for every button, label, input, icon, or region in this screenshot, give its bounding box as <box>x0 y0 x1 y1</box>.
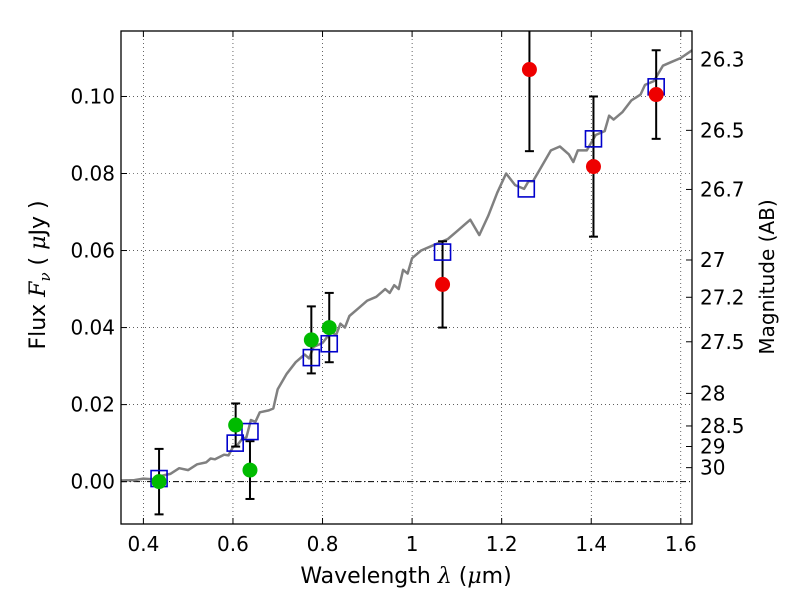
red-photometry-marker-3 <box>648 87 664 103</box>
y2-tick-label-5: 27.5 <box>700 330 745 354</box>
model-bandpass-marker-3 <box>302 348 321 367</box>
y-axis-label: Flux Fν ( μJy ) <box>26 200 54 349</box>
green-photometry-marker-1 <box>228 417 244 433</box>
x-tick-label-4: 1.2 <box>486 532 518 556</box>
red-photometry-marker-1 <box>521 62 537 78</box>
y-axis-label-symbol: F <box>26 281 51 298</box>
x-axis-label-unit-open: ( <box>452 564 468 589</box>
red-photometry-marker-0 <box>435 276 451 292</box>
plot-frame <box>120 30 693 525</box>
y2-tick-label-8: 29 <box>700 435 725 459</box>
x-axis-label: Wavelength λ (μm) <box>300 564 511 589</box>
y-axis-label-subscript: ν <box>36 272 54 281</box>
x-axis-label-unit-close: m) <box>482 564 512 589</box>
x-tick-label-2: 0.8 <box>307 532 339 556</box>
y-axis-label-unit-close: Jy ) <box>26 200 51 237</box>
y2-tick-label-3: 27 <box>700 248 725 272</box>
y-tick-label-1: 0.02 <box>70 393 115 417</box>
x-axis-ticks: 0.4 0.6 0.8 1 1.2 1.4 1.6 <box>127 31 697 556</box>
model-bandpass-marker-2 <box>241 422 259 441</box>
x-axis-label-symbol: λ <box>437 564 452 589</box>
y-tick-label-0: 0.00 <box>70 470 115 494</box>
y-axis-label-unit-mu: μ <box>26 236 51 250</box>
model-bandpass-marker-6 <box>517 180 536 198</box>
y-axis-label-unit-open: ( <box>26 250 51 273</box>
model-bandpass-marker-4 <box>320 334 339 353</box>
model-bandpass-marker-5 <box>433 243 452 261</box>
marker-layer <box>150 62 665 490</box>
y-tick-label-4: 0.08 <box>70 162 115 186</box>
x-tick-label-1: 0.6 <box>217 532 249 556</box>
y-tick-label-5: 0.10 <box>70 84 115 108</box>
x-tick-label-0: 0.4 <box>127 532 159 556</box>
y2-tick-label-6: 28 <box>700 381 725 405</box>
y-axis-label-text: Flux <box>26 297 51 350</box>
green-photometry-marker-2 <box>242 462 258 478</box>
y-tick-label-3: 0.06 <box>70 239 115 263</box>
red-photometry-marker-2 <box>585 159 601 175</box>
y2-tick-label-9: 30 <box>700 456 725 480</box>
y-tick-label-2: 0.04 <box>70 316 115 340</box>
green-photometry-marker-3 <box>303 332 319 348</box>
y2-axis-label: Magnitude (AB) <box>755 199 779 354</box>
y2-tick-label-2: 26.7 <box>700 177 745 201</box>
x-tick-label-5: 1.4 <box>575 532 607 556</box>
y2-tick-label-7: 28.5 <box>700 414 745 438</box>
y-axis-ticks: 0.00 0.02 0.04 0.06 0.08 0.10 <box>70 84 127 494</box>
model-bandpass-marker-1 <box>226 434 244 452</box>
y2-tick-label-4: 27.2 <box>700 285 745 309</box>
y2-tick-label-0: 26.3 <box>700 47 745 71</box>
green-photometry-marker-4 <box>321 320 337 336</box>
green-photometry-marker-0 <box>151 474 167 490</box>
model-bandpass-marker-7 <box>584 130 603 148</box>
x-tick-label-3: 1 <box>406 532 419 556</box>
x-axis-label-unit-mu: μ <box>467 564 481 589</box>
x-tick-label-6: 1.6 <box>665 532 697 556</box>
y2-tick-label-1: 26.5 <box>700 118 745 142</box>
x-axis-label-text: Wavelength <box>300 564 438 589</box>
